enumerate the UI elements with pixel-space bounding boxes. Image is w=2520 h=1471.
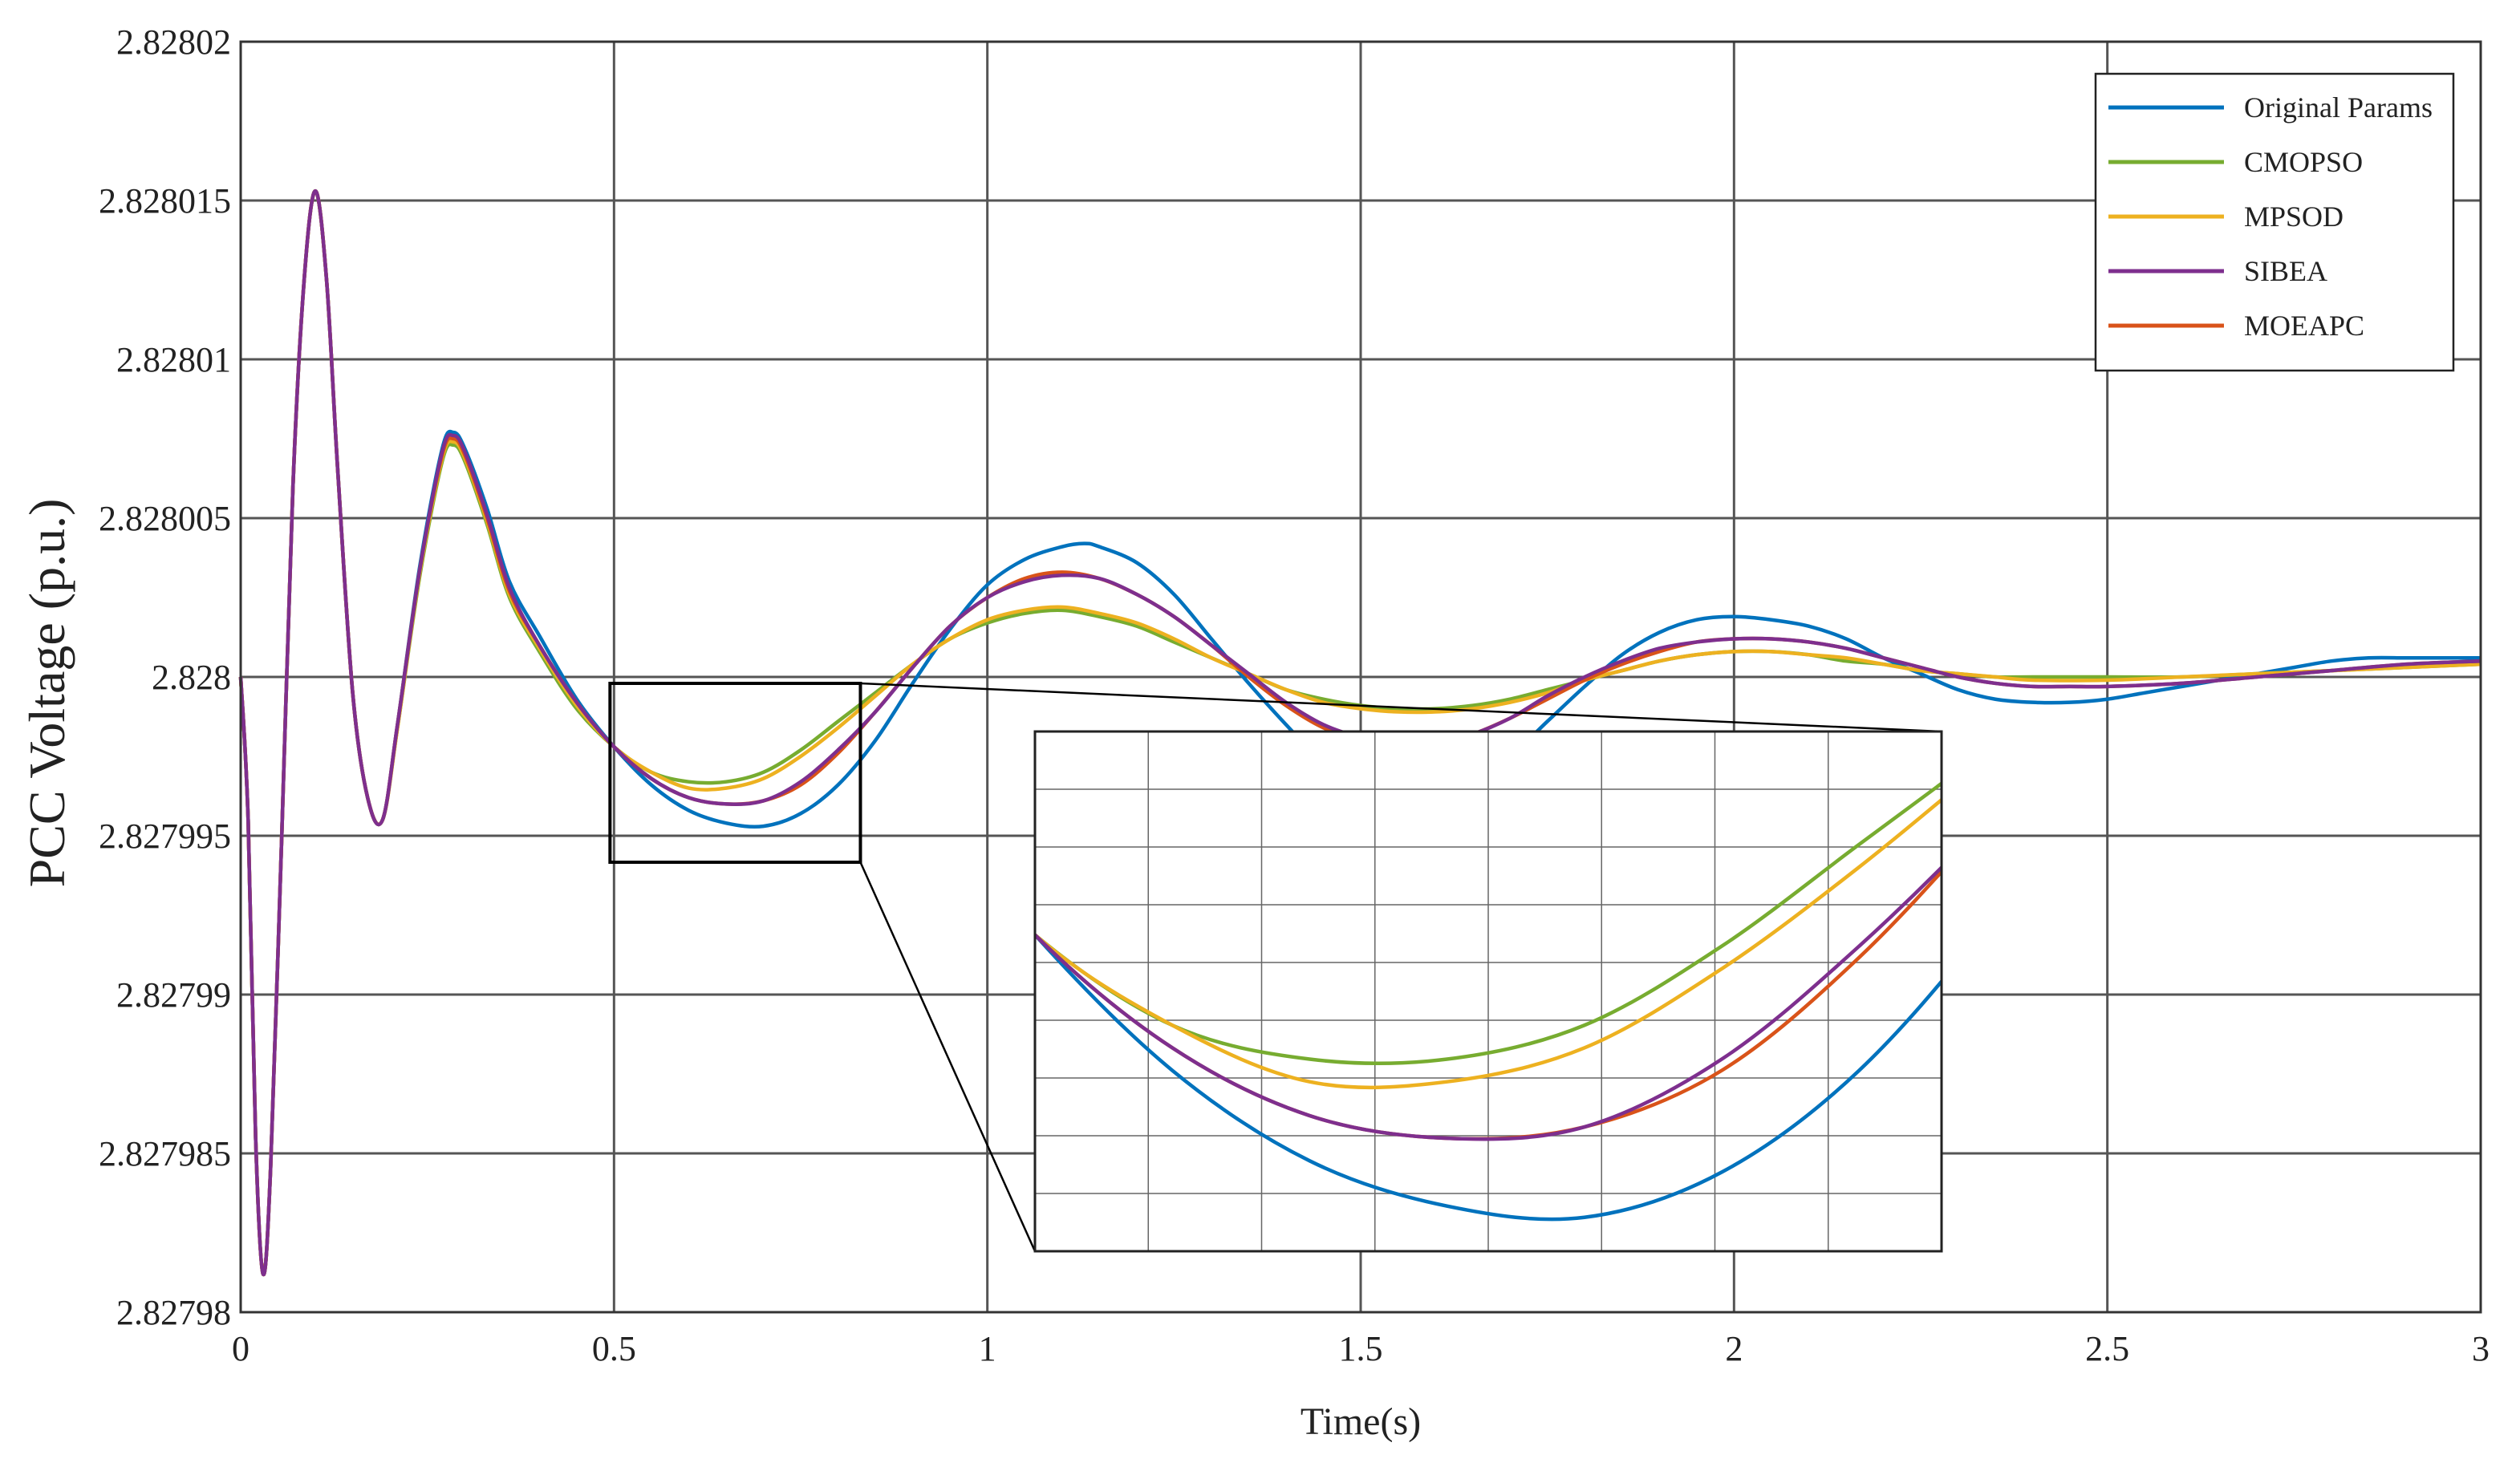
x-tick-label: 1 xyxy=(979,1329,996,1368)
series-line-sibea xyxy=(238,188,2481,1277)
y-tick-label: 2.82801 xyxy=(116,340,231,379)
legend-box xyxy=(2094,72,2455,372)
inset-series xyxy=(1035,780,1942,1222)
zoom-connector xyxy=(860,682,1942,733)
zoom-inset xyxy=(608,682,1943,1253)
legend[interactable]: Original Params CMOPSO MPSOD SIBEA MOEAPC xyxy=(2094,72,2455,372)
x-axis-title: Time(s) xyxy=(1301,1400,1421,1443)
series-lines xyxy=(238,188,2481,1277)
x-tick-label: 3 xyxy=(2472,1329,2490,1368)
y-tick-label: 2.82802 xyxy=(116,22,231,62)
x-tick-label: 1.5 xyxy=(1339,1329,1383,1368)
legend-item[interactable]: MPSOD xyxy=(2108,201,2343,233)
y-tick-labels: 2.82798 2.827985 2.82799 2.827995 2.828 2.828… xyxy=(99,22,231,1332)
x-tick-label: 2.5 xyxy=(2085,1329,2129,1368)
y-tick-label: 2.827985 xyxy=(99,1134,231,1173)
y-tick-label: 2.82799 xyxy=(116,975,231,1015)
legend-label: CMOPSO xyxy=(2244,146,2363,178)
legend-label: Original Params xyxy=(2244,91,2433,124)
x-tick-label: 2 xyxy=(1725,1329,1743,1368)
plot-frame xyxy=(239,40,2482,1314)
legend-item[interactable]: SIBEA xyxy=(2108,255,2327,287)
y-tick-label: 2.828005 xyxy=(99,499,231,538)
zoom-source-box xyxy=(608,682,862,864)
legend-item[interactable]: CMOPSO xyxy=(2108,146,2363,178)
y-axis-title: PCC Voltage (p.u.) xyxy=(18,499,75,888)
x-tick-label: 0 xyxy=(232,1329,250,1368)
zoom-connector xyxy=(859,861,1037,1252)
legend-item[interactable]: Original Params xyxy=(2108,91,2433,124)
legend-label: MPSOD xyxy=(2244,201,2343,233)
inset-line-mpsod xyxy=(1035,797,1942,1090)
inset-line-sibea xyxy=(1035,865,1942,1141)
y-tick-label: 2.827995 xyxy=(99,817,231,856)
inset-line-original-params xyxy=(1035,932,1942,1222)
y-tick-label: 2.82798 xyxy=(116,1293,231,1332)
x-tick-label: 0.5 xyxy=(592,1329,636,1368)
x-tick-labels: 0 0.5 1 1.5 2 2.5 3 xyxy=(232,1329,2490,1368)
y-tick-label: 2.828015 xyxy=(99,181,231,221)
legend-label: SIBEA xyxy=(2244,255,2327,287)
y-tick-label: 2.828 xyxy=(152,658,231,697)
legend-item[interactable]: MOEAPC xyxy=(2108,310,2364,342)
legend-label: MOEAPC xyxy=(2244,310,2364,342)
